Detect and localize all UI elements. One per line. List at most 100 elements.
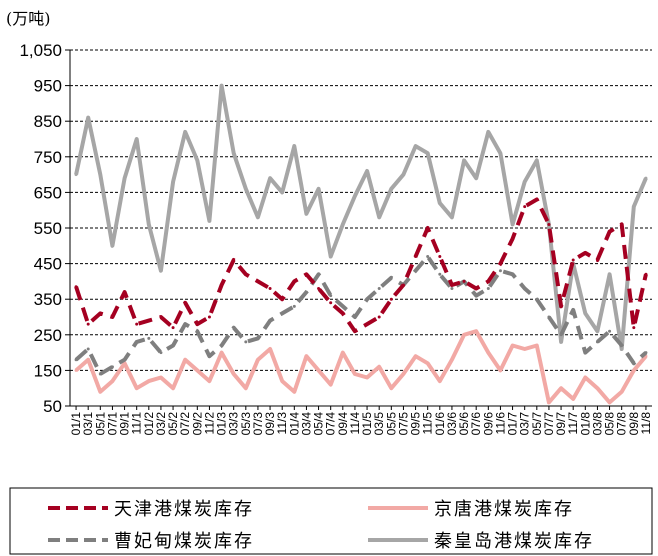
series-point [171, 326, 175, 330]
x-tick-label: 05/8 [603, 412, 617, 436]
series-point [620, 390, 624, 394]
series-point [159, 351, 163, 355]
x-tick-label: 03/4 [299, 412, 313, 436]
unit-label: (万吨) [6, 9, 51, 28]
series-point [110, 365, 114, 369]
series-point [147, 336, 151, 340]
x-tick-label: 07/3 [251, 412, 265, 436]
x-tick-label: 07/1 [105, 412, 119, 436]
series-point [244, 187, 248, 191]
series-point [147, 222, 151, 226]
series-point [86, 358, 90, 362]
series-point [220, 283, 224, 287]
series-point [595, 329, 599, 333]
series-point [426, 254, 430, 258]
x-tick-label: 09/7 [554, 412, 568, 436]
series-point [207, 315, 211, 319]
x-tick-label: 03/5 [372, 412, 386, 436]
series-point [220, 343, 224, 347]
series-point [571, 308, 575, 312]
series-point [559, 340, 563, 344]
x-tick-label: 03/2 [154, 412, 168, 436]
series-point [559, 304, 563, 308]
x-tick-label: 07/2 [178, 412, 192, 436]
series-point [86, 322, 90, 326]
series-point [292, 390, 296, 394]
series-point [171, 343, 175, 347]
series-point [256, 215, 260, 219]
series-point [159, 315, 163, 319]
series-line-1 [74, 329, 648, 405]
series-point [304, 290, 308, 294]
series-point [401, 372, 405, 376]
series-point [426, 361, 430, 365]
x-tick-label: 01/5 [360, 412, 374, 436]
series-point [414, 144, 418, 148]
series-point [498, 262, 502, 266]
series-point [414, 354, 418, 358]
y-tick-label: 850 [34, 112, 62, 131]
series-point [377, 287, 381, 291]
series-point [268, 287, 272, 291]
series-point [620, 343, 624, 347]
x-tick-label: 11/8 [639, 412, 653, 435]
series-point [547, 315, 551, 319]
series-point [559, 386, 563, 390]
series-point [98, 311, 102, 315]
y-tick-label: 1,050 [19, 41, 62, 60]
legend-item-jingtang: 京唐港煤炭库存 [368, 499, 572, 520]
x-tick-label: 01/2 [142, 412, 156, 436]
series-point [474, 294, 478, 298]
series-point [486, 130, 490, 134]
series-point [620, 222, 624, 226]
series-point [304, 212, 308, 216]
x-tick-label: 05/5 [384, 412, 398, 436]
x-tick-label: 05/4 [312, 412, 326, 436]
series-point [511, 272, 515, 276]
series-point [74, 173, 78, 177]
series-point [135, 386, 139, 390]
series-point [462, 279, 466, 283]
x-tick-label: 05/2 [166, 412, 180, 436]
x-axis: 01/103/105/107/109/111/101/203/205/207/2… [69, 405, 653, 436]
series-point [86, 347, 90, 351]
x-tick-label: 11/7 [566, 412, 580, 435]
series-point [280, 379, 284, 383]
series-point [523, 347, 527, 351]
series-point [438, 272, 442, 276]
legend-label-qinhuangdao: 秦皇岛港煤炭库存 [434, 531, 594, 552]
series-point [123, 358, 127, 362]
series-point [329, 294, 333, 298]
series-point [256, 279, 260, 283]
series-point [268, 319, 272, 323]
series-point [123, 176, 127, 180]
y-tick-label: 450 [34, 255, 62, 274]
series-point [595, 386, 599, 390]
series-point [74, 368, 78, 372]
x-tick-label: 01/7 [506, 412, 520, 436]
x-tick-label: 03/3 [227, 412, 241, 436]
series-point [608, 400, 612, 404]
series-point [389, 187, 393, 191]
series-line-3 [74, 83, 648, 351]
series-point [583, 251, 587, 255]
chart-grid [70, 49, 652, 371]
series-point [207, 354, 211, 358]
series-point [147, 379, 151, 383]
series-point [644, 351, 648, 355]
x-tick-label: 09/6 [481, 412, 495, 436]
x-tick-label: 07/8 [615, 412, 629, 436]
series-point [474, 176, 478, 180]
series-point [608, 230, 612, 234]
series-point [547, 222, 551, 226]
series-point [595, 340, 599, 344]
series-point [632, 326, 636, 330]
series-point [365, 297, 369, 301]
x-tick-label: 01/3 [215, 412, 229, 436]
series-point [583, 376, 587, 380]
series-point [438, 254, 442, 258]
series-point [74, 358, 78, 362]
series-point [135, 340, 139, 344]
y-tick-label: 750 [34, 148, 62, 167]
series-point [329, 301, 333, 305]
